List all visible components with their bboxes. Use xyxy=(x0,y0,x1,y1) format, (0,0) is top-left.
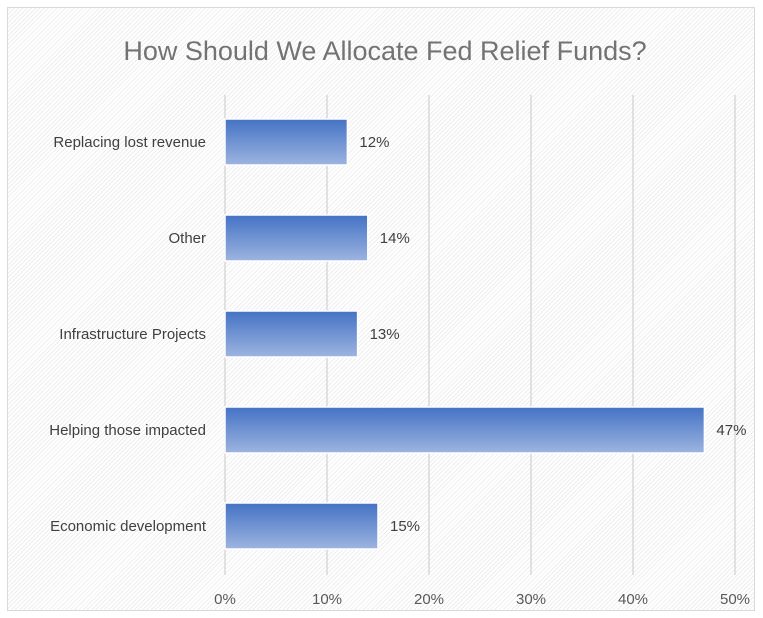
x-axis-tick-labels: 0% 10% 20% 30% 40% 50% xyxy=(214,591,750,608)
bars xyxy=(224,118,706,550)
bar xyxy=(224,310,359,358)
category-label: Helping those impacted xyxy=(49,422,206,439)
data-label: 47% xyxy=(716,422,746,439)
category-label: Infrastructure Projects xyxy=(59,326,206,343)
x-tick-label: 0% xyxy=(214,591,236,608)
category-label: Replacing lost revenue xyxy=(53,134,206,151)
x-tick-label: 20% xyxy=(414,591,444,608)
data-label: 12% xyxy=(359,134,389,151)
chart-area xyxy=(7,7,755,611)
bar xyxy=(224,502,379,550)
x-tick-label: 10% xyxy=(312,591,342,608)
x-tick-label: 30% xyxy=(516,591,546,608)
data-label: 13% xyxy=(370,326,400,343)
data-labels: 12% 14% 13% 47% 15% xyxy=(359,134,746,535)
category-labels: Replacing lost revenue Other Infrastructur… xyxy=(49,134,207,535)
bar xyxy=(224,406,706,454)
x-tick-label: 40% xyxy=(618,591,648,608)
chart-title: How Should We Allocate Fed Relief Funds? xyxy=(123,36,646,66)
data-label: 15% xyxy=(390,518,420,535)
bar xyxy=(224,118,349,166)
x-tick-label: 50% xyxy=(720,591,750,608)
bar xyxy=(224,214,369,262)
category-label: Economic development xyxy=(50,518,207,535)
category-label: Other xyxy=(168,230,206,247)
data-label: 14% xyxy=(380,230,410,247)
